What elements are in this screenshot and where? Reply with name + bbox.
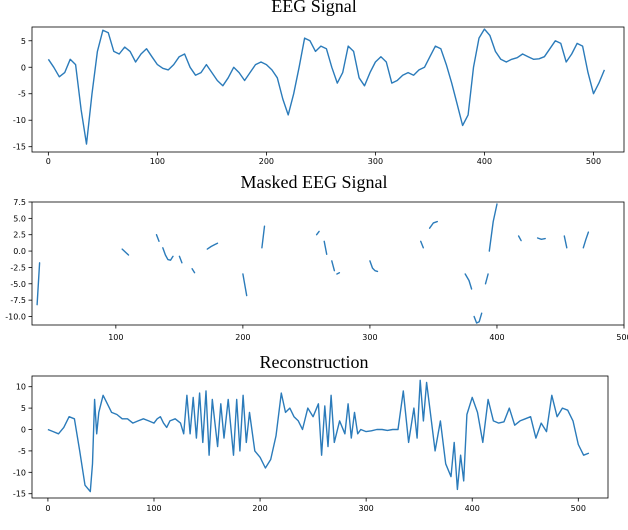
x-tick-label: 300 xyxy=(368,157,383,166)
x-tick-label: 100 xyxy=(108,333,123,342)
series-segment xyxy=(331,260,336,272)
y-tick-label: -10 xyxy=(13,116,26,125)
y-tick-label: -7.5 xyxy=(10,296,26,305)
series-segment xyxy=(155,234,160,242)
x-tick-label: 100 xyxy=(146,504,161,513)
y-tick-label: 2.5 xyxy=(13,231,26,240)
series-line xyxy=(47,28,606,145)
series-segment xyxy=(261,225,266,249)
x-tick-label: 400 xyxy=(489,333,504,342)
series-segment xyxy=(121,248,130,256)
y-tick-label: 0.0 xyxy=(13,247,26,256)
chart-eeg-signal: 0 100 200 300 400 500 5 0 -5 -10 -15 xyxy=(13,26,625,166)
y-tick-label: -15 xyxy=(13,143,26,152)
x-tick-label: 0 xyxy=(46,157,51,166)
series-segment xyxy=(488,203,498,252)
series-segment xyxy=(323,240,328,256)
series-segment xyxy=(582,231,590,249)
plot-frame xyxy=(31,201,625,326)
series-segment xyxy=(336,271,341,275)
x-tick-label: 200 xyxy=(259,157,274,166)
series-segment xyxy=(369,260,379,273)
series-line xyxy=(47,379,590,493)
series-segment xyxy=(315,230,320,236)
chart-reconstruction: 0 100 200 300 400 500 10 5 0 -5 -10 -15 xyxy=(13,375,609,513)
plot-frame xyxy=(31,26,625,153)
x-tick-label: 400 xyxy=(465,504,480,513)
x-tick-label: 500 xyxy=(586,157,601,166)
x-tick-label: 500 xyxy=(616,333,628,342)
y-tick-label: -15 xyxy=(13,490,26,499)
panel-title-masked-eeg-signal: Masked EEG Signal xyxy=(240,172,388,192)
series-segment xyxy=(428,220,438,229)
y-tick-label: -5 xyxy=(18,447,26,456)
y-tick-label: -2.5 xyxy=(10,263,26,272)
x-tick-label: 300 xyxy=(362,333,377,342)
y-tick-label: -5.0 xyxy=(10,280,26,289)
y-tick-label: 5 xyxy=(21,404,26,413)
x-tick-label: 300 xyxy=(359,504,374,513)
y-tick-label: 10 xyxy=(16,383,26,392)
series-segment xyxy=(517,235,522,242)
y-tick-label: -10.0 xyxy=(5,312,26,321)
series-segment xyxy=(206,242,219,250)
panel-title-eeg-signal: EEG Signal xyxy=(271,0,357,16)
y-tick-label: 0 xyxy=(21,426,26,435)
panel-title-reconstruction: Reconstruction xyxy=(259,352,369,372)
x-tick-label: 100 xyxy=(150,157,165,166)
series-segment xyxy=(191,267,196,274)
y-tick-label: -10 xyxy=(13,468,26,477)
y-tick-label: -5 xyxy=(18,90,26,99)
x-tick-label: 200 xyxy=(235,333,250,342)
series-segment xyxy=(464,273,473,290)
series-segment xyxy=(536,237,546,240)
series-segment xyxy=(178,255,183,264)
series-segment xyxy=(563,235,568,249)
series-segment xyxy=(242,273,248,297)
x-tick-label: 500 xyxy=(571,504,586,513)
y-tick-label: 7.5 xyxy=(13,198,26,207)
chart-masked-eeg-signal: 100 200 300 400 500 7.5 5.0 2.5 0.0 -2.5 -5.0 -7.5 -… xyxy=(5,198,628,342)
series-segment xyxy=(162,247,174,261)
series-segment xyxy=(473,312,483,324)
x-tick-label: 400 xyxy=(477,157,492,166)
y-tick-label: 5.0 xyxy=(13,214,26,223)
y-tick-label: 5 xyxy=(21,37,26,46)
plot-frame xyxy=(31,375,609,499)
series-segment xyxy=(420,240,424,249)
series-segment xyxy=(36,262,41,306)
y-tick-label: 0 xyxy=(21,63,26,72)
x-tick-label: 0 xyxy=(45,504,50,513)
series-segment xyxy=(484,273,489,285)
x-tick-label: 200 xyxy=(252,504,267,513)
